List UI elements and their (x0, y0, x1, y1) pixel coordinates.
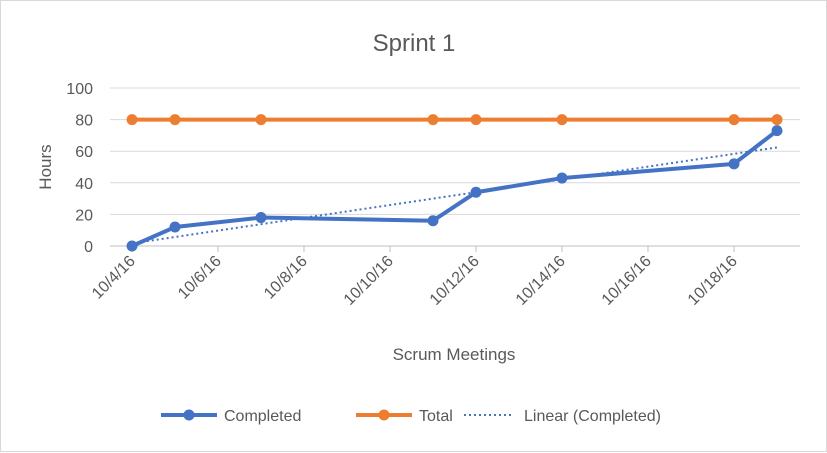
trendline-completed (131, 146, 778, 245)
y-tick-label: 0 (84, 239, 93, 256)
x-tick-label: 10/18/16 (685, 253, 741, 309)
data-point-total (255, 114, 267, 126)
y-tick-label: 20 (75, 207, 93, 224)
x-tick-label: 10/14/16 (513, 253, 569, 309)
x-tick-label: 10/4/16 (89, 253, 139, 303)
data-point-total (728, 114, 740, 126)
x-tick-label: 10/6/16 (175, 253, 225, 303)
x-axis-title: Scrum Meetings (393, 345, 516, 364)
data-point-total (126, 114, 138, 126)
chart-title: Sprint 1 (373, 30, 456, 57)
x-tick-label: 10/10/16 (341, 253, 397, 309)
data-point-completed (771, 125, 783, 137)
data-point-total (169, 114, 181, 126)
y-tick-label: 100 (66, 81, 93, 98)
data-point-total (556, 114, 568, 126)
series-line-completed (130, 128, 779, 248)
x-tick-label: 10/16/16 (599, 253, 655, 309)
y-tick-label: 40 (75, 176, 93, 193)
legend-label-linear-completed: Linear (Completed) (524, 408, 661, 425)
legend-label-completed: Completed (224, 408, 301, 425)
legend-label-total: Total (419, 408, 453, 425)
data-point-total (427, 114, 439, 126)
y-tick-label: 80 (75, 113, 93, 130)
y-tick-label: 60 (75, 144, 93, 161)
legend-marker-completed (183, 409, 195, 421)
legend-marker-total (378, 409, 390, 421)
x-tick-label: 10/8/16 (261, 253, 311, 303)
data-point-completed (556, 172, 568, 184)
data-point-total (771, 114, 783, 126)
data-point-completed (470, 186, 482, 198)
x-tick-label: 10/12/16 (427, 253, 483, 309)
data-point-completed (728, 158, 740, 170)
data-point-completed (255, 212, 267, 224)
y-axis-title: Hours (36, 144, 55, 189)
data-point-completed (169, 221, 181, 233)
data-point-completed (126, 240, 138, 252)
data-point-total (470, 114, 482, 126)
data-point-completed (427, 215, 439, 227)
